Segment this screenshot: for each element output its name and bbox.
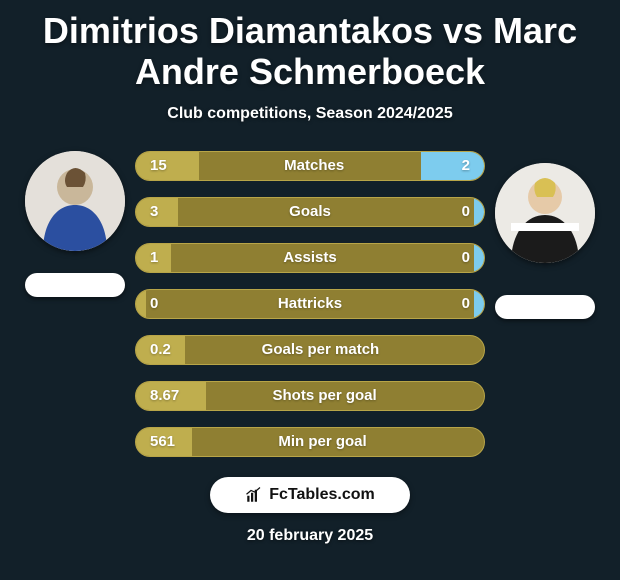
stats-list: 15Matches23Goals01Assists00Hattricks00.2… xyxy=(135,151,485,457)
stat-label: Shots per goal xyxy=(179,387,470,404)
brand-pill[interactable]: FcTables.com xyxy=(210,477,410,513)
player-right-column xyxy=(485,163,605,319)
stat-value-left: 15 xyxy=(150,157,167,174)
player-left-flag xyxy=(25,273,125,297)
subtitle: Club competitions, Season 2024/2025 xyxy=(8,105,612,123)
date-label: 20 february 2025 xyxy=(8,527,612,545)
stat-label: Matches xyxy=(167,157,462,174)
stat-fill-right xyxy=(474,244,484,272)
player-right-avatar xyxy=(495,163,595,263)
stat-value-left: 0.2 xyxy=(150,341,171,358)
stat-row: 3Goals0 xyxy=(135,197,485,227)
stat-value-right: 0 xyxy=(462,249,470,266)
stat-row: 0Hattricks0 xyxy=(135,289,485,319)
chart-icon xyxy=(245,486,263,504)
stat-value-right: 0 xyxy=(462,295,470,312)
stat-value-right: 0 xyxy=(462,203,470,220)
avatar-placeholder-icon xyxy=(25,151,125,251)
avatar-placeholder-icon xyxy=(495,163,595,263)
stat-label: Min per goal xyxy=(175,433,470,450)
content-row: 15Matches23Goals01Assists00Hattricks00.2… xyxy=(8,151,612,457)
player-left-column xyxy=(15,151,135,297)
stat-value-right: 2 xyxy=(462,157,470,174)
stat-row: 15Matches2 xyxy=(135,151,485,181)
stat-label: Assists xyxy=(158,249,461,266)
stat-value-left: 0 xyxy=(150,295,158,312)
stat-row: 8.67Shots per goal xyxy=(135,381,485,411)
stat-value-left: 3 xyxy=(150,203,158,220)
stat-label: Goals xyxy=(158,203,461,220)
player-left-avatar xyxy=(25,151,125,251)
stat-label: Goals per match xyxy=(171,341,470,358)
stat-row: 0.2Goals per match xyxy=(135,335,485,365)
stat-row: 1Assists0 xyxy=(135,243,485,273)
stat-fill-left xyxy=(136,290,146,318)
player-right-flag xyxy=(495,295,595,319)
brand-label: FcTables.com xyxy=(269,486,375,504)
stat-value-left: 1 xyxy=(150,249,158,266)
stat-fill-right xyxy=(474,198,484,226)
stat-value-left: 8.67 xyxy=(150,387,179,404)
stat-value-left: 561 xyxy=(150,433,175,450)
stat-row: 561Min per goal xyxy=(135,427,485,457)
stat-label: Hattricks xyxy=(158,295,461,312)
page-title: Dimitrios Diamantakos vs Marc Andre Schm… xyxy=(30,10,590,93)
comparison-card: Dimitrios Diamantakos vs Marc Andre Schm… xyxy=(0,0,620,580)
stat-fill-right xyxy=(474,290,484,318)
